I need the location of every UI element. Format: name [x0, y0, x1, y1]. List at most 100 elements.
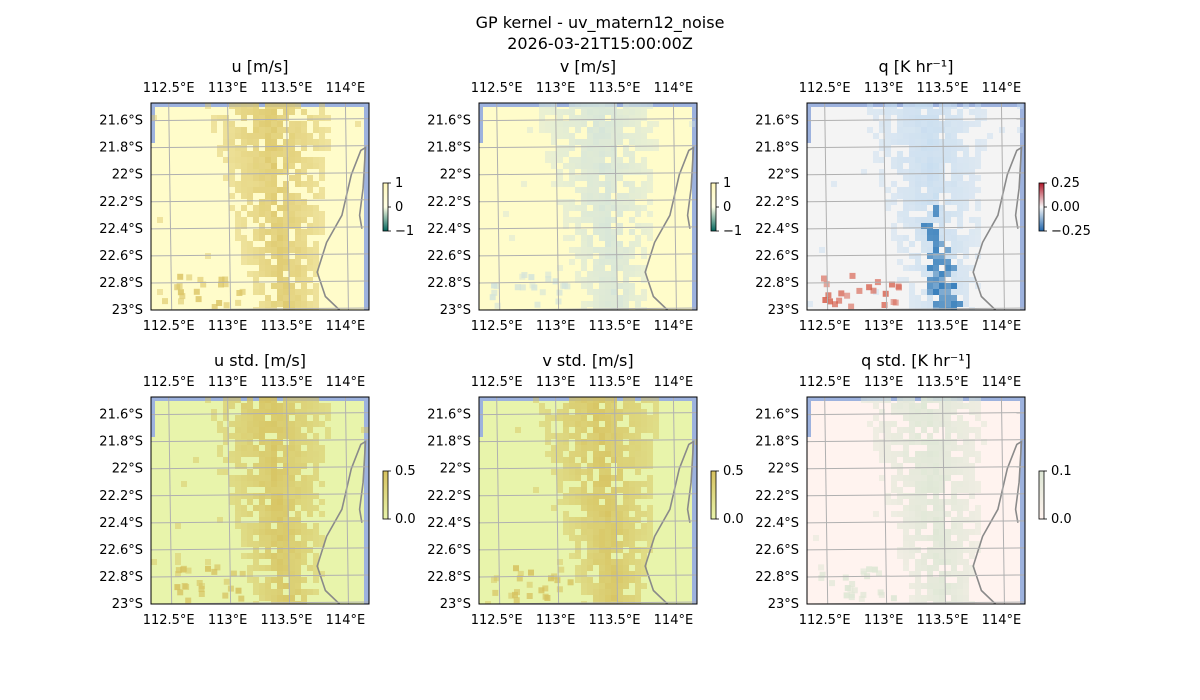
- field-cell: [975, 523, 981, 529]
- field-cell: [283, 415, 289, 421]
- field-cell: [909, 241, 915, 247]
- field-cell: [563, 427, 569, 433]
- field-cell: [921, 223, 927, 229]
- field-cell: [313, 577, 319, 583]
- field-cell: [313, 289, 319, 295]
- field-cell: [575, 403, 581, 409]
- field-cell: [259, 133, 265, 139]
- field-cell: [295, 523, 301, 529]
- field-cell: [229, 475, 235, 481]
- field-cell: [909, 433, 915, 439]
- field-cell: [307, 409, 313, 415]
- field-cell: [575, 229, 581, 235]
- field-cell: [635, 571, 641, 577]
- field-cell: [581, 145, 587, 151]
- field-cell: [611, 559, 617, 565]
- field-cell: [909, 493, 915, 499]
- field-cell: [897, 499, 903, 505]
- field-cell: [647, 127, 653, 133]
- field-cell: [253, 271, 259, 277]
- field-cell: [557, 121, 563, 127]
- field-cell: [641, 529, 647, 535]
- field-cell: [611, 493, 617, 499]
- field-cell: [939, 439, 945, 445]
- field-cell: [933, 241, 939, 247]
- field-cell: [569, 205, 575, 211]
- field-cell: [695, 439, 697, 445]
- field-cell: [635, 595, 641, 601]
- field-cell: [289, 139, 295, 145]
- field-cell: [557, 439, 563, 445]
- field-cell: [229, 451, 235, 457]
- field-cell: [575, 577, 581, 583]
- field-cell: [551, 133, 557, 139]
- field-cell: [915, 439, 921, 445]
- field-cell: [927, 283, 933, 289]
- field-cell: [259, 271, 265, 277]
- field-cell: [593, 445, 599, 451]
- field-cell: [879, 457, 885, 463]
- field-cell: [259, 175, 265, 181]
- field-cell: [319, 127, 325, 133]
- field-cell: [211, 304, 218, 310]
- field-cell: [575, 277, 581, 283]
- field-cell: [277, 553, 283, 559]
- field-cell: [957, 277, 963, 283]
- field-cell: [647, 145, 653, 151]
- graticule: [807, 103, 1025, 310]
- field-cell: [981, 115, 987, 121]
- parallel-line: [807, 439, 1025, 443]
- field-cell: [489, 294, 496, 301]
- field-cell: [915, 517, 921, 523]
- field-cell: [629, 499, 635, 505]
- field-cell: [945, 103, 951, 109]
- field-cell: [909, 541, 915, 547]
- field-cell: [593, 595, 599, 601]
- field-cell: [283, 109, 289, 115]
- field-cell: [933, 283, 939, 289]
- field-cell: [301, 277, 307, 283]
- field-cell: [969, 541, 975, 547]
- field-cell: [611, 511, 617, 517]
- field-cell: [575, 205, 581, 211]
- field-cell: [494, 302, 501, 309]
- lon-tick-label-bottom: 113°E: [536, 319, 576, 334]
- lat-tick-label: 21.6°S: [427, 114, 471, 129]
- field-cell: [229, 481, 235, 487]
- field-cell: [623, 277, 629, 283]
- field-cell: [975, 397, 981, 403]
- field-cell: [647, 181, 653, 187]
- field-cell: [253, 103, 259, 109]
- field-cell: [265, 229, 271, 235]
- field-cell: [593, 181, 599, 187]
- panel-title: v std. [m/s]: [542, 351, 633, 370]
- field-cell: [879, 445, 885, 451]
- lat-tick-label: 22.2°S: [427, 489, 471, 504]
- lon-tick-label-top: 113°E: [208, 81, 248, 96]
- field-cell: [885, 427, 891, 433]
- field-cell: [283, 475, 289, 481]
- field-cell: [593, 127, 599, 133]
- field-cell: [605, 241, 611, 247]
- field-cell: [593, 175, 599, 181]
- field-cell: [587, 169, 593, 175]
- field-cell: [927, 127, 933, 133]
- field-cell: [903, 103, 909, 109]
- field-cell: [873, 511, 879, 517]
- field-cell: [647, 199, 653, 205]
- field-cell: [253, 187, 259, 193]
- field-cell: [909, 439, 915, 445]
- ocean-edge: [692, 397, 697, 604]
- field-cell: [259, 235, 265, 241]
- field-cell: [223, 139, 229, 145]
- field-cell: [641, 523, 647, 529]
- field-cell: [641, 115, 647, 121]
- field-cell: [569, 523, 575, 529]
- field-cell: [891, 451, 897, 457]
- field-cell: [514, 284, 521, 291]
- field-cell: [587, 139, 593, 145]
- field-cell: [283, 181, 289, 187]
- field-cell: [581, 229, 587, 235]
- field-cell: [238, 595, 245, 602]
- field-cell: [307, 205, 313, 211]
